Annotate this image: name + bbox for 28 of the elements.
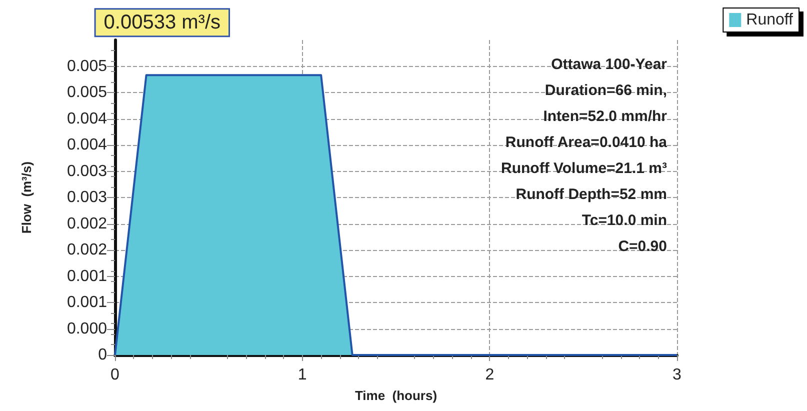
y-tick-label: 0.003 — [66, 162, 108, 180]
x-tick-label: 1 — [298, 366, 307, 384]
annotation: Inten=52.0 mm/hr — [543, 108, 668, 125]
y-tick-label: 0.002 — [66, 215, 108, 232]
x-tick-label: 2 — [485, 366, 494, 384]
annotation: 0.00533 m³/s — [104, 12, 221, 34]
annotation: Runoff Area=0.0410 ha — [505, 134, 668, 151]
y-tick-label: 0.001 — [66, 294, 108, 311]
y-tick-label: 0.002 — [66, 242, 108, 258]
x-tick-label: 0 — [110, 366, 120, 384]
annotation: Runoff Volume=21.1 m³ — [501, 160, 667, 177]
y-tick-label: 0.003 — [66, 189, 108, 206]
annotation: Duration=66 min, — [544, 82, 667, 99]
y-axis-title: Flow (m³/s) — [19, 161, 34, 234]
y-tick-label: 0.005 — [66, 84, 108, 101]
legend-label: Runoff — [746, 12, 794, 28]
y-tick-label: 0.001 — [66, 268, 108, 285]
y-tick-label: 0.004 — [66, 136, 108, 154]
x-tick-label: 3 — [672, 366, 682, 384]
annotation: Tc=10.0 min — [582, 212, 667, 229]
annotation: Runoff Depth=52 mm — [516, 186, 667, 203]
x-axis-title: Time (hours) — [354, 388, 438, 403]
y-tick-label: 0 — [98, 346, 108, 364]
y-tick-label: 0.000 — [66, 320, 108, 338]
annotation: C=0.90 — [618, 238, 667, 255]
y-tick-label: 0.004 — [66, 110, 108, 128]
y-tick-label: 0.005 — [66, 58, 108, 75]
annotation: Ottawa 100-Year — [551, 56, 668, 73]
